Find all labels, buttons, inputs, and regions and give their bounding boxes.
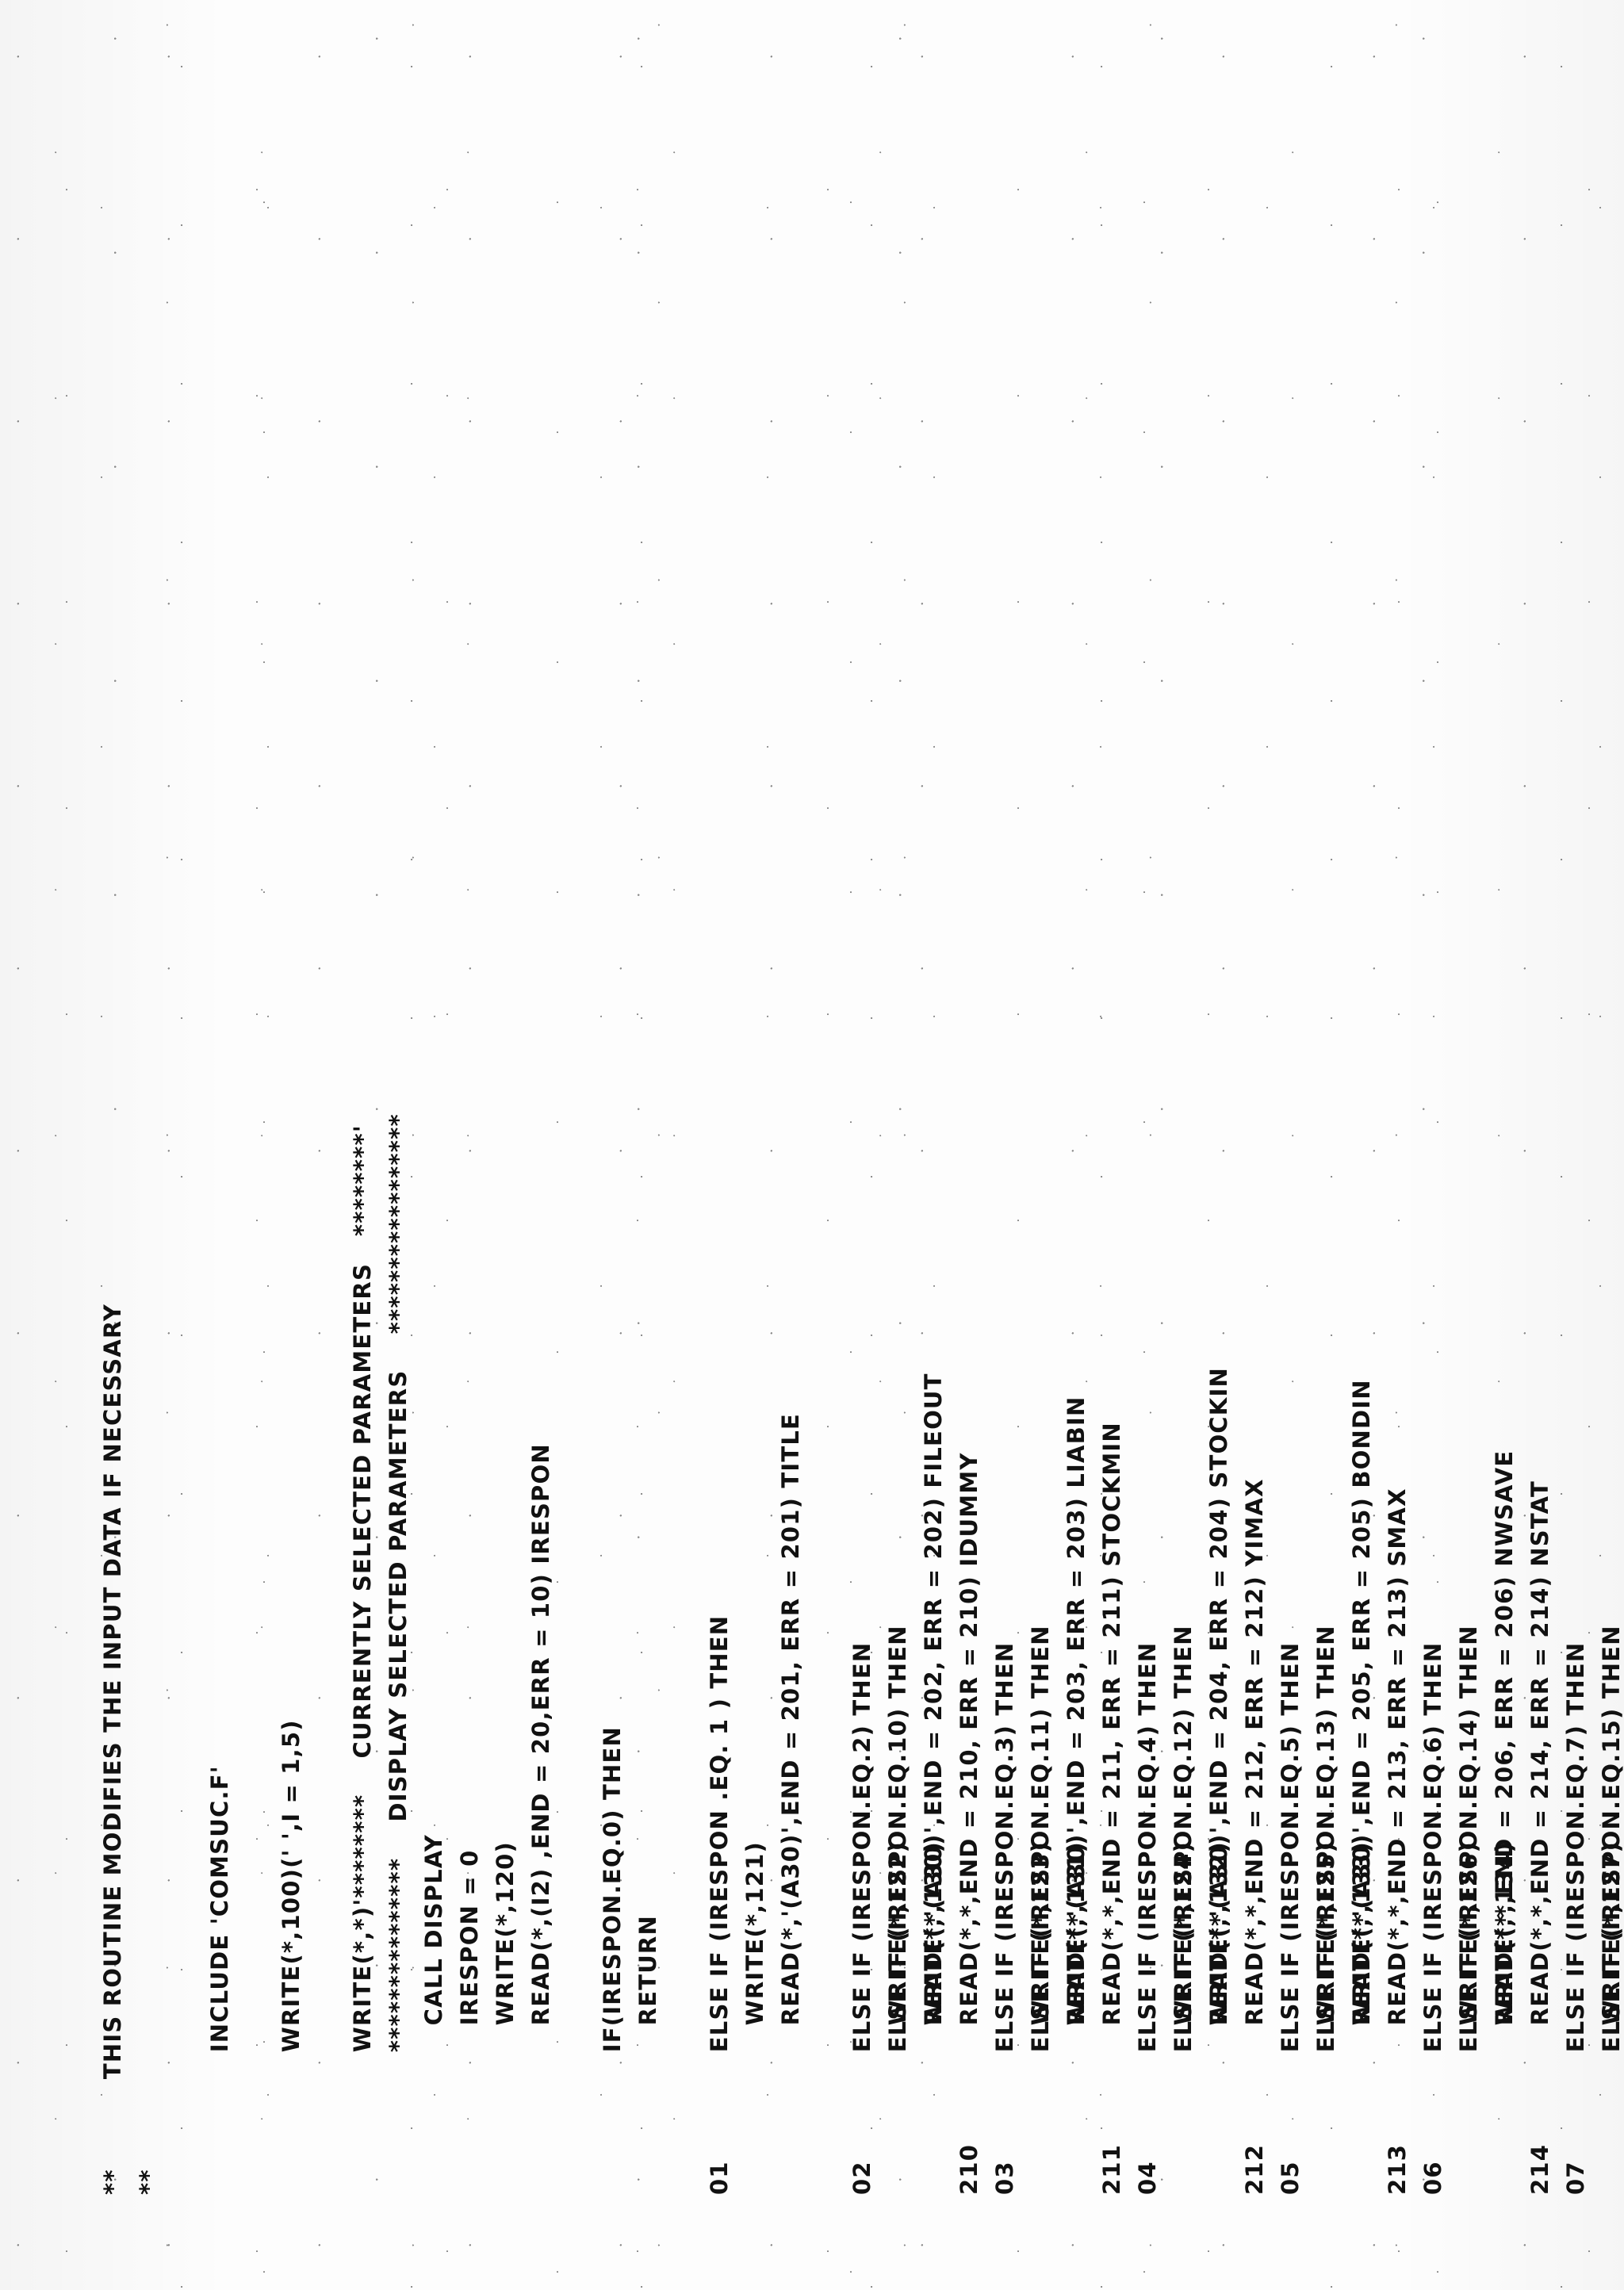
code-line: ELSE IF (IRESPON.EQ.11) THEN xyxy=(1023,1063,1059,2195)
code-text: READ(*,*,END = 214, ERR = 214) NSTAT xyxy=(1526,1480,1553,2106)
code-line: ** THIS ROUTINE MODIFIES THE INPUT DATA … xyxy=(95,1113,131,2195)
code-text: READ(*,*,END = 211, ERR = 211) STOCKMIN xyxy=(1098,1422,1125,2106)
code-text: INCLUDE 'COMSUC.F' xyxy=(206,1765,233,2106)
code-text: READ(*,*,END = 213, ERR = 213) SMAX xyxy=(1384,1488,1411,2106)
code-text: ELSE IF (IRESPON.EQ.11) THEN xyxy=(1027,1625,1054,2106)
code-line: RETURN xyxy=(630,1113,666,2195)
code-line: 214 READ(*,*,END = 214, ERR = 214) NSTAT xyxy=(1522,1063,1558,2195)
code-text: ELSE IF (IRESPON.EQ.10) THEN xyxy=(884,1625,911,2106)
code-line: WRITE(*,130) xyxy=(916,1063,952,2195)
statement-label: ** xyxy=(135,2169,162,2195)
statement-label: 210 xyxy=(956,2143,982,2195)
code-text: WRITE(*,100)(' ',I = 1,5) xyxy=(278,1719,304,2106)
statement-label: 212 xyxy=(1241,2143,1268,2195)
code-line: WRITE(*,134) xyxy=(1487,1063,1522,2195)
code-text: WRITE(*,121) xyxy=(741,1841,768,2106)
code-text: WRITE(*,130) xyxy=(920,1841,947,2106)
statement-label: 211 xyxy=(1098,2143,1125,2195)
code-text: ELSE IF (IRESPON.EQ.13) THEN xyxy=(1312,1625,1339,2106)
code-line: IF(IRESPON.EQ.0) THEN xyxy=(595,1113,630,2195)
code-text: IRESPON = 0 xyxy=(456,1849,483,2106)
code-line: ELSE IF (IRESPON.EQ.14) THEN xyxy=(1451,1063,1487,2195)
code-text: WRITE(*,120) xyxy=(492,1841,519,2106)
code-text: IF(IRESPON.EQ.0) THEN xyxy=(599,1726,626,2106)
code-line: WRITE(*,133) xyxy=(1344,1063,1380,2195)
code-text: ELSE IF (IRESPON.EQ.14) THEN xyxy=(1455,1625,1482,2106)
code-line: WRITE(*,121) xyxy=(737,1113,773,2195)
code-line: 211 READ(*,*,END = 211, ERR = 211) STOCK… xyxy=(1094,1063,1130,2195)
code-text: READ(*,(I2) ,END = 20,ERR = 10) IRESPON xyxy=(527,1443,554,2106)
code-line: WRITE(*,131) xyxy=(1059,1063,1094,2195)
code-text: RETURN xyxy=(634,1915,661,2106)
code-text: READ(*,*,END = 210, ERR = 210) IDUMMY xyxy=(956,1452,982,2106)
code-line: 213 READ(*,*,END = 213, ERR = 213) SMAX xyxy=(1380,1063,1415,2195)
code-line: CALL DISPLAY xyxy=(416,1113,452,2195)
code-line: *************** DISPLAY SELECTED PARAMET… xyxy=(381,1113,416,2195)
code-text: ELSE IF (IRESPON.EQ.12) THEN xyxy=(1170,1625,1197,2106)
code-line: WRITE(*,*)'******** CURRENTLY SELECTED P… xyxy=(345,1113,381,2195)
code-line: INCLUDE 'COMSUC.F' xyxy=(202,1113,238,2195)
code-text: CALL DISPLAY xyxy=(420,1834,447,2106)
code-line: READ(*,'(A30)',END = 201, ERR = 201) TIT… xyxy=(773,1113,809,2195)
code-line: 02 ELSE IF (IRESPON.EQ.2) THEN xyxy=(845,1113,880,2195)
code-column-bottom-block: ELSE IF (IRESPON.EQ.10) THEN WRITE(*,130… xyxy=(880,1063,1624,2195)
code-text: WRITE(*,131) xyxy=(1063,1841,1090,2106)
code-line: ** xyxy=(131,1113,167,2195)
code-line: 01 ELSE IF (IRESPON .EQ. 1 ) THEN xyxy=(702,1113,737,2195)
code-line: READ(*,(I2) ,END = 20,ERR = 10) IRESPON xyxy=(523,1113,559,2195)
statement-label: 214 xyxy=(1526,2143,1553,2195)
code-line: ELSE IF (IRESPON.EQ.13) THEN xyxy=(1308,1063,1344,2195)
statement-label: 02 xyxy=(848,2161,875,2195)
statement-label: ** xyxy=(99,2169,126,2195)
code-line: ELSE IF (IRESPON.EQ.15) THEN xyxy=(1594,1063,1624,2195)
code-text: ELSE IF (IRESPON.EQ.15) THEN xyxy=(1598,1625,1624,2106)
code-text: WRITE(*,134) xyxy=(1491,1841,1518,2106)
statement-label: 213 xyxy=(1384,2143,1411,2195)
code-text: READ(*,*,END = 212, ERR = 212) YIMAX xyxy=(1241,1478,1268,2106)
code-text: ELSE IF (IRESPON.EQ.2) THEN xyxy=(848,1641,875,2106)
code-line: WRITE(*,132) xyxy=(1201,1063,1237,2195)
code-text: WRITE(*,*)'******** CURRENTLY SELECTED P… xyxy=(349,1124,376,2106)
code-line: WRITE(*,120) xyxy=(488,1113,523,2195)
code-text: *************** DISPLAY SELECTED PARAMET… xyxy=(385,1113,412,2106)
code-text: READ(*,'(A30)',END = 201, ERR = 201) TIT… xyxy=(777,1412,804,2106)
code-line: ELSE IF (IRESPON.EQ.12) THEN xyxy=(1166,1063,1201,2195)
code-text: WRITE(*,133) xyxy=(1348,1841,1375,2106)
code-text: THIS ROUTINE MODIFIES THE INPUT DATA IF … xyxy=(99,1303,126,2106)
code-text: WRITE(*,132) xyxy=(1205,1841,1232,2106)
code-line: WRITE(*,100)(' ',I = 1,5) xyxy=(274,1113,309,2195)
code-line: 210 READ(*,*,END = 210, ERR = 210) IDUMM… xyxy=(952,1063,987,2195)
code-text: ELSE IF (IRESPON .EQ. 1 ) THEN xyxy=(706,1614,733,2106)
code-line: 212 READ(*,*,END = 212, ERR = 212) YIMAX xyxy=(1237,1063,1273,2195)
code-line: IRESPON = 0 xyxy=(452,1113,488,2195)
statement-label: 01 xyxy=(706,2161,733,2195)
code-line: ELSE IF (IRESPON.EQ.10) THEN xyxy=(880,1063,916,2195)
